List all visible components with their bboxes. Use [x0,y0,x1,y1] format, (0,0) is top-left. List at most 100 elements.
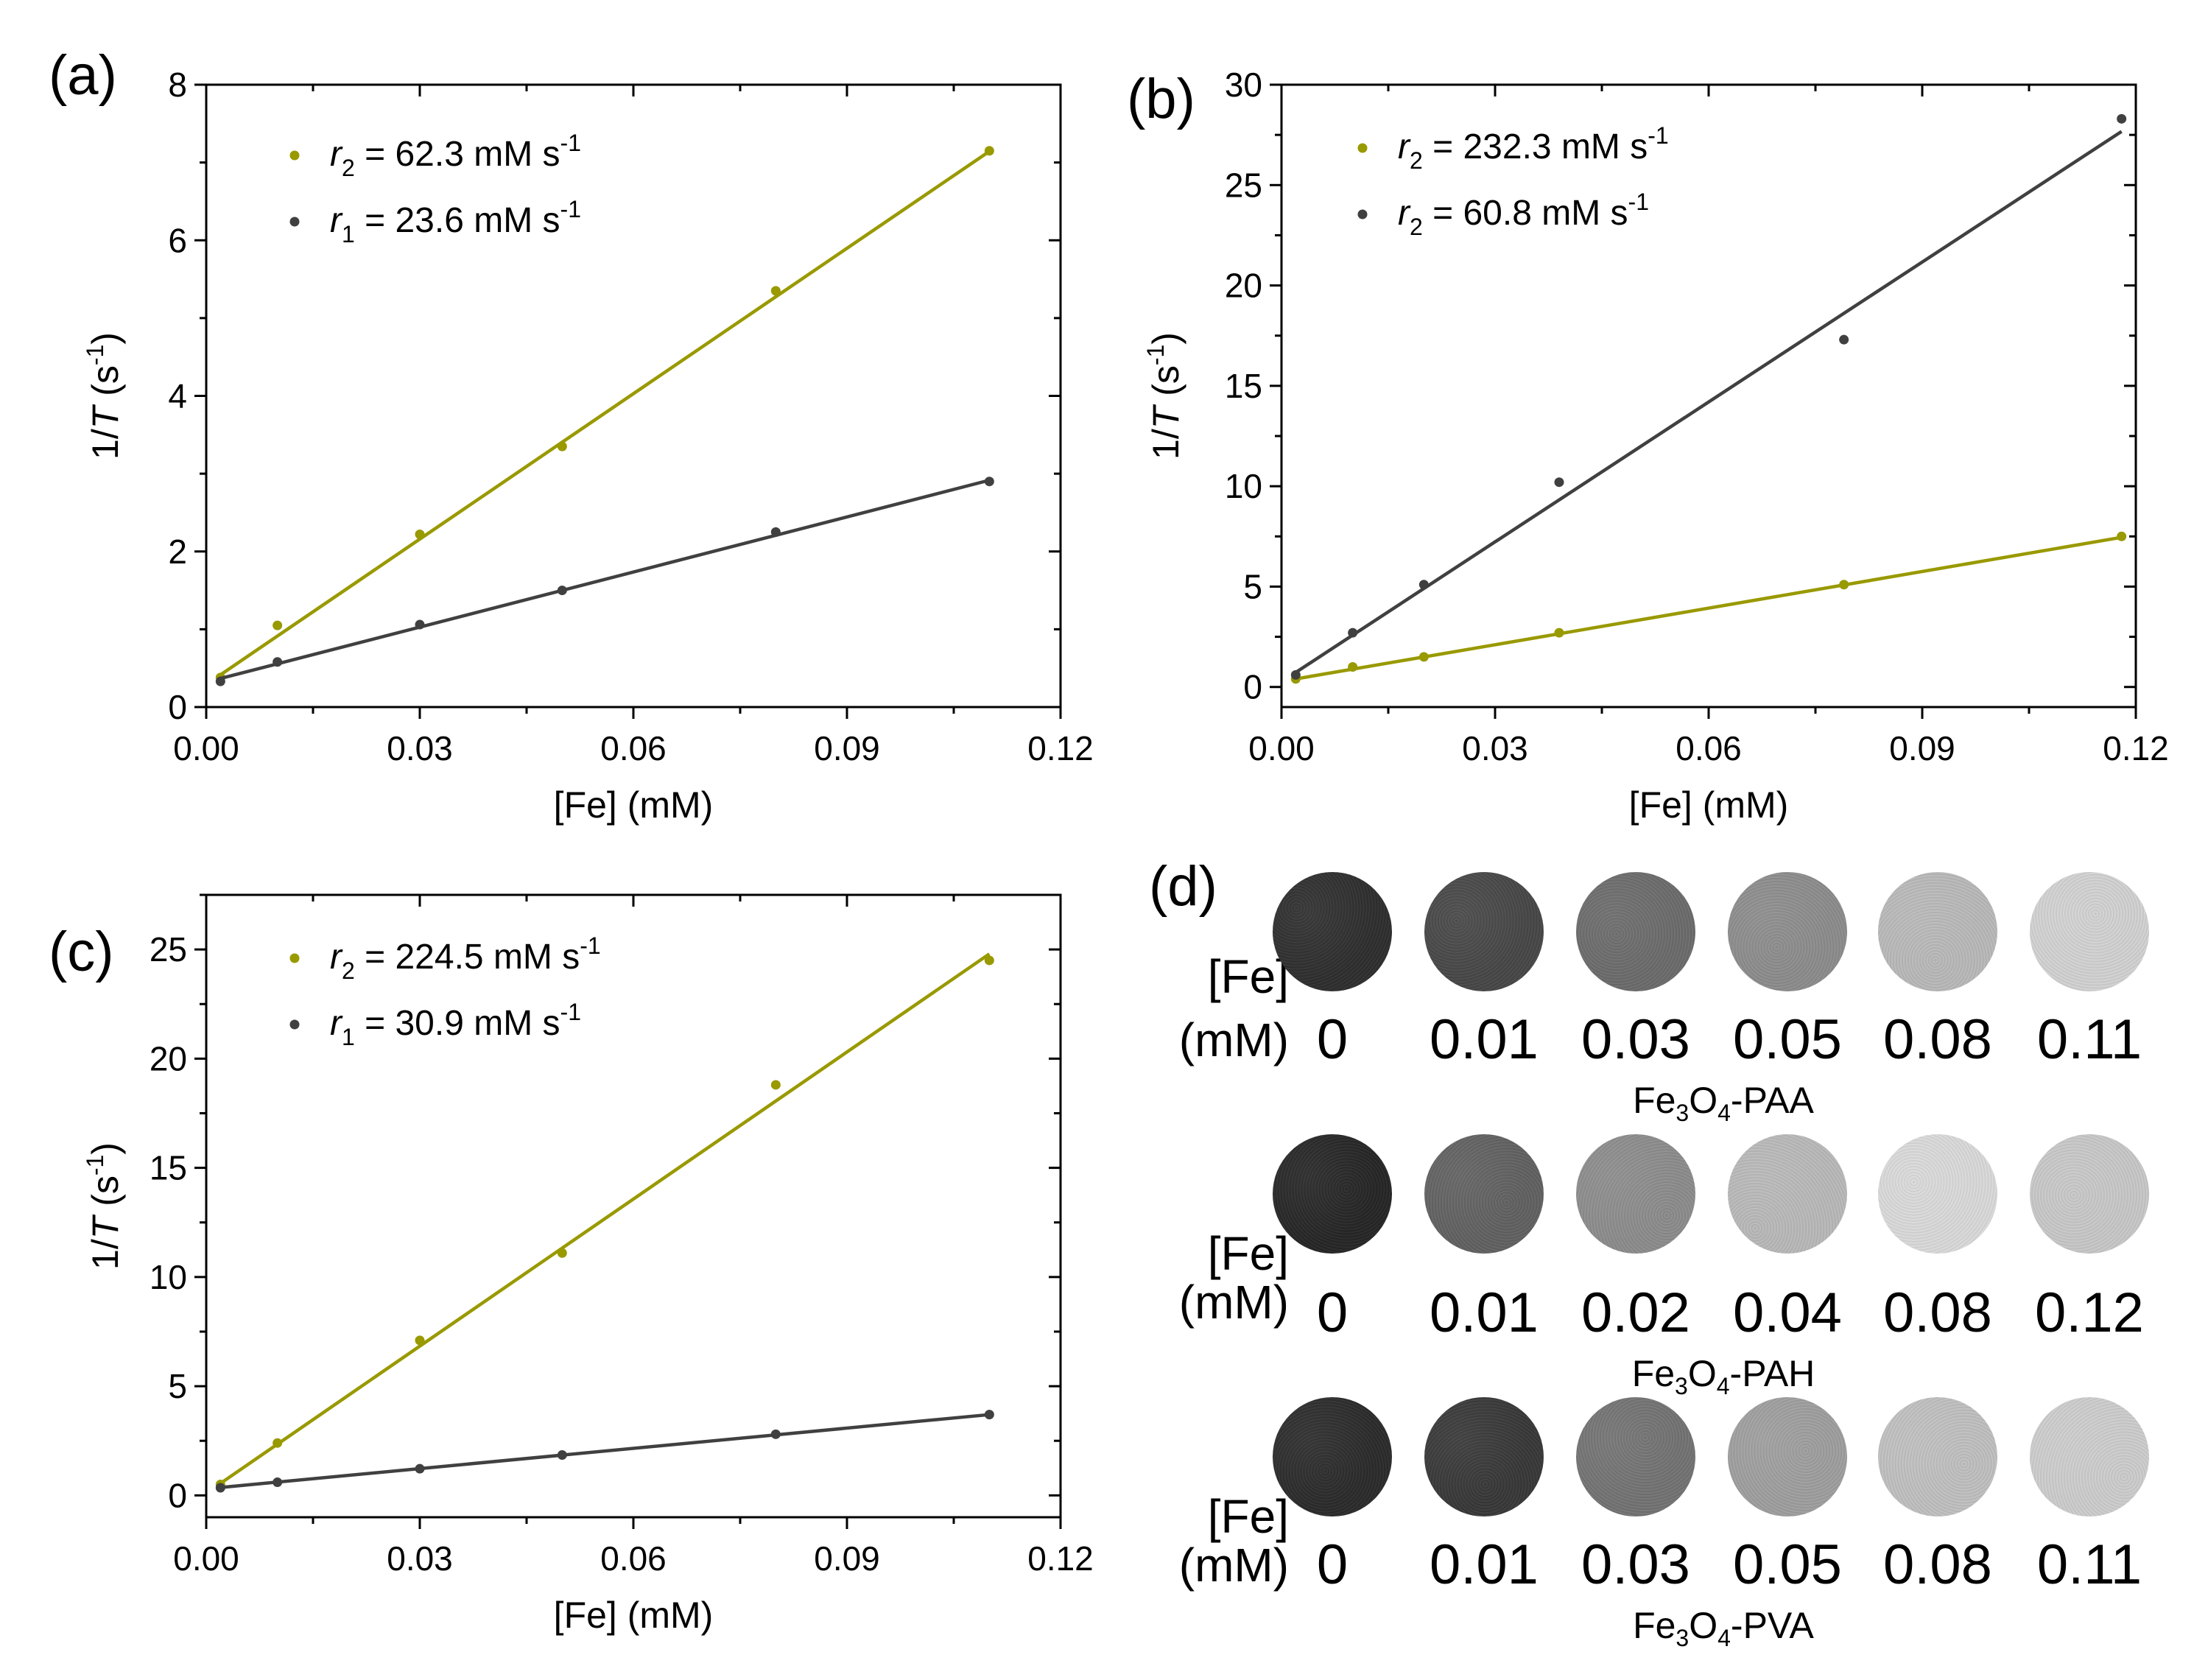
phantom-row: [Fe] (mM) 0 0.01 0.02 0.04 0.08 0.12 Fe3O4-PAH [1149,1134,2194,1407]
fit-line [219,150,991,677]
sample-label: Fe3O4-PVA [1633,1605,1814,1651]
legend-entry: r2 = 224.5 mM s-1 [330,932,601,984]
y-tick-label: 5 [168,1367,187,1405]
y-tick-label: 0 [168,1476,187,1514]
sample-label: Fe3O4-PAH [1631,1353,1815,1399]
y-axis-label: 1/T (s-1) [82,332,126,460]
legend-marker [289,953,300,963]
concentration-label: 0.03 [1581,1008,1690,1071]
phantom-disk [1424,1134,1544,1254]
legend-marker [289,1019,300,1030]
concentration-label: 0.11 [2036,1008,2142,1071]
y-tick-label: 5 [1243,567,1262,605]
y-tick-label: 6 [168,221,187,259]
data-point [770,1080,781,1090]
concentration-label: 0.05 [1733,1533,1842,1596]
y-axis-label: 1/T (s-1) [82,1142,126,1270]
y-tick-label: 10 [1225,467,1262,505]
x-tick-label: 0.06 [600,1539,667,1578]
data-point [1554,628,1564,638]
concentration-label: 0.01 [1430,1008,1539,1071]
sample-label: Fe3O4-PAA [1633,1080,1814,1126]
chart-panel-1: (b) 0.00 0.03 0.06 0.09 0.12 0 5 10 15 20 25 30 [Fe] … [1127,66,2169,826]
concentration-label: 0.11 [2036,1533,2142,1596]
x-tick-label: 0.03 [1462,729,1528,767]
x-axis-label: [Fe] (mM) [1629,784,1789,826]
phantom-panel: (d) [Fe] (mM) 0 0.01 0.03 0.05 0.08 0.11 Fe3O4-P… [1149,847,2194,1680]
phantom-disk [1878,1397,1997,1516]
y-axis-label: 1/T (s-1) [1142,332,1186,460]
x-axis-label: [Fe] (mM) [554,784,714,826]
fe-unit: (mM) [1178,1013,1289,1066]
phantom-disk [2030,1134,2149,1254]
plot-frame [205,83,1062,709]
data-point [273,620,283,630]
concentration-label: 0 [1316,1282,1349,1344]
data-point [273,657,283,667]
y-tick-label: 2 [168,533,187,571]
y-tick-label: 25 [1225,166,1262,204]
data-point [1348,661,1358,672]
legend-marker [1357,143,1368,153]
data-point [557,441,567,451]
data-point [215,676,225,686]
x-tick-label: 0.09 [1889,729,1955,767]
fe-unit: (mM) [1178,1539,1289,1592]
data-point [1418,652,1429,662]
y-tick-label: 4 [168,377,187,415]
data-point [770,527,781,537]
legend-entry: r2 = 60.8 mM s-1 [1398,189,1649,240]
legend-marker [1357,209,1368,219]
data-point [1839,334,1849,345]
data-point [273,1438,283,1448]
plot-frame [205,893,1062,1519]
y-tick-label: 8 [168,66,187,104]
phantom-disk [1273,1134,1392,1254]
y-tick-label: 20 [150,1039,187,1078]
x-tick-label: 0.09 [814,729,880,767]
chart-panel-2: (c) 0.00 0.03 0.06 0.09 0.12 0 5 10 15 20 25 [Fe] (m… [49,893,1094,1636]
concentration-label: 0.12 [2035,1282,2144,1344]
data-point [2117,531,2127,541]
data-point [984,1410,994,1420]
phantom-disk [1273,872,1392,991]
x-tick-label: 0.09 [814,1539,880,1578]
x-tick-label: 0.03 [387,1539,453,1578]
x-tick-label: 0.12 [2103,729,2169,767]
fit-line [219,952,991,1485]
y-tick-label: 15 [1225,367,1262,405]
data-point [2117,113,2127,124]
phantom-disk [1576,872,1695,991]
phantom-disk [1728,1134,1847,1254]
concentration-label: 0 [1316,1008,1349,1071]
x-tick-label: 0.12 [1027,729,1094,767]
data-point [557,586,567,596]
x-tick-label: 0.12 [1027,1539,1094,1578]
legend-marker [289,150,300,161]
phantom-disk [1878,1134,1997,1254]
legend-entry: r2 = 62.3 mM s-1 [330,130,581,181]
concentration-label: 0.02 [1581,1282,1690,1344]
data-point [984,477,994,487]
concentration-label: 0.03 [1581,1533,1690,1596]
data-point [415,619,425,630]
data-point [984,955,994,966]
fe-label: [Fe] [1207,1227,1289,1280]
concentration-label: 0.08 [1883,1008,1992,1071]
x-tick-label: 0.00 [173,729,239,767]
x-tick-label: 0.00 [173,1539,239,1578]
y-tick-label: 25 [150,930,187,969]
panel-label-d: (d) [1149,855,1217,918]
data-point [273,1477,283,1488]
x-tick-label: 0.00 [1248,729,1315,767]
data-point [557,1248,567,1258]
data-point [415,1463,425,1474]
phantom-disk [1424,1397,1544,1516]
phantom-disk [1878,872,1997,991]
legend-entry: r1 = 30.9 mM s-1 [330,999,581,1050]
x-tick-label: 0.06 [600,729,667,767]
data-point [415,1335,425,1346]
concentration-label: 0.01 [1430,1533,1539,1596]
phantom-row: [Fe] (mM) 0 0.01 0.03 0.05 0.08 0.11 Fe3O4-PAA [1149,872,2194,1145]
data-point [215,1483,225,1493]
